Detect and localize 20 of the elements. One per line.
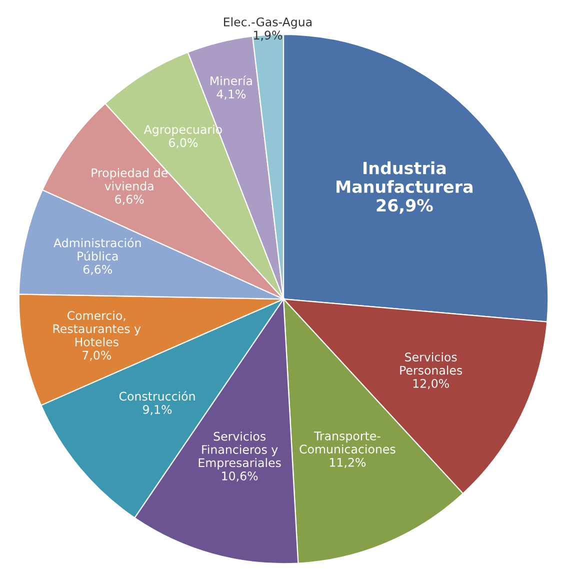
data-label: 26,9% [376, 199, 433, 214]
slice-label: Servicios Personales [400, 352, 462, 375]
data-label: 11,2% [330, 458, 366, 468]
slice-label: Industria Manufacturera [336, 161, 472, 193]
slice-label: Minería [210, 76, 252, 86]
slice-label: Servicios Financieros y Empresariales [198, 432, 281, 470]
data-label: 9,1% [143, 404, 172, 416]
data-label: 4,1% [216, 90, 246, 100]
slice-label: Comercio, Restaurantes y Hoteles [53, 310, 141, 346]
slice-label: Propiedad de vivienda [92, 168, 168, 190]
data-label: 6,6% [83, 264, 112, 275]
slice-label: Transporte- Comunicaciones [300, 432, 396, 454]
data-label: 6,0% [169, 138, 198, 148]
data-label: 12,0% [413, 379, 449, 390]
data-label: 10,6% [222, 471, 258, 482]
data-label: 7,0% [82, 350, 111, 361]
slice-label: Administración Pública [54, 238, 141, 261]
slice-label: Construcción [119, 391, 195, 401]
data-label: 6,6% [115, 194, 144, 205]
slice-label: Elec.-Gas-Agua [224, 17, 312, 29]
